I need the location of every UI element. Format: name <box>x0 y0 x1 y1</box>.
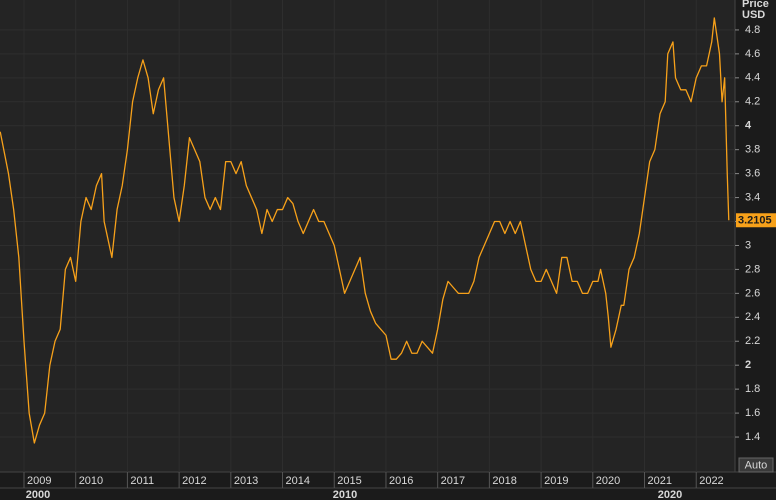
x-group-label: 2010 <box>333 489 357 500</box>
y-tick-label: 4.4 <box>745 72 760 84</box>
auto-button[interactable] <box>738 457 774 473</box>
price-line <box>0 17 730 444</box>
plot-area <box>0 0 735 472</box>
x-tick-label: 2015 <box>337 475 361 487</box>
x-tick-label: 2019 <box>544 475 568 487</box>
x-tick-label: 2021 <box>648 475 672 487</box>
axis-title: USD <box>742 9 765 21</box>
x-tick-label: 2009 <box>27 475 51 487</box>
auto-button-label[interactable]: Auto <box>745 459 768 471</box>
y-tick-label: 2.6 <box>745 287 760 299</box>
y-tick-label: 4.2 <box>745 96 760 108</box>
y-tick-label: 1.4 <box>745 431 760 443</box>
y-tick-label: 4 <box>745 120 752 132</box>
y-tick-label: 3.4 <box>745 191 760 203</box>
y-tick-label: 2.4 <box>745 311 760 323</box>
x-tick-label: 2022 <box>699 475 723 487</box>
y-tick-label: 3 <box>745 239 751 251</box>
y-tick-label: 2.8 <box>745 263 760 275</box>
y-tick-label: 3.6 <box>745 168 760 180</box>
x-tick-label: 2014 <box>286 475 310 487</box>
x-group-label: 2000 <box>26 489 50 500</box>
x-tick-label: 2010 <box>79 475 103 487</box>
x-tick-label: 2018 <box>492 475 516 487</box>
y-tick-label: 4.8 <box>745 24 760 36</box>
last-value-box <box>736 213 776 228</box>
y-tick-label: 4.6 <box>745 48 760 60</box>
x-tick-label: 2012 <box>182 475 206 487</box>
x-tick-label: 2017 <box>441 475 465 487</box>
y-tick-label: 2 <box>745 359 751 371</box>
y-tick-label: 3.8 <box>745 144 760 156</box>
axis-title: Price <box>742 0 769 10</box>
x-tick-label: 2013 <box>234 475 258 487</box>
x-group-label: 2020 <box>658 489 682 500</box>
y-tick-label: 1.8 <box>745 383 760 395</box>
x-tick-label: 2011 <box>130 475 154 487</box>
x-tick-label: 2016 <box>389 475 413 487</box>
y-tick-label: 2.2 <box>745 335 760 347</box>
y-tick-label: 1.6 <box>745 407 760 419</box>
last-value-label: 3.2105 <box>738 215 772 227</box>
x-tick-label: 2020 <box>596 475 620 487</box>
